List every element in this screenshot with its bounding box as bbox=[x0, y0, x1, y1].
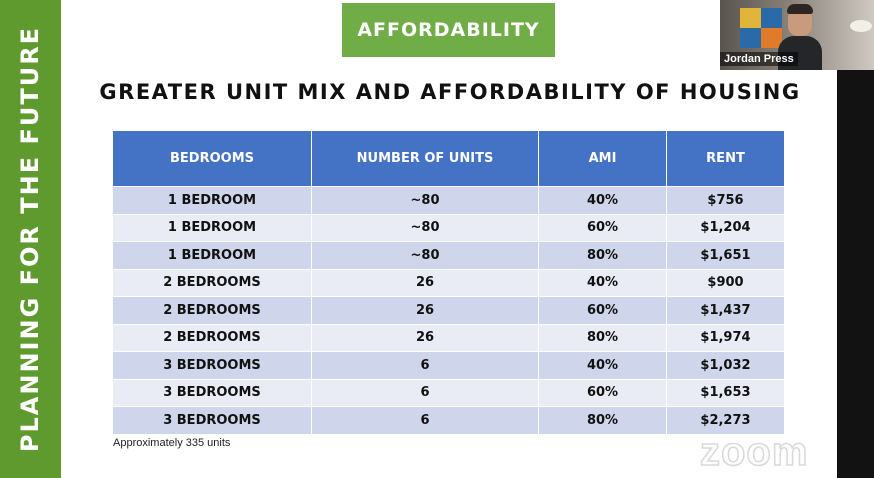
table-row: 2 BEDROOMS 26 40% $900 bbox=[113, 268, 784, 297]
cell-rent: $1,653 bbox=[666, 378, 784, 407]
cell-ami: 60% bbox=[538, 378, 667, 407]
cell-units: 26 bbox=[311, 323, 539, 352]
cell-ami: 80% bbox=[538, 323, 667, 352]
cell-bedrooms: 2 BEDROOMS bbox=[113, 296, 312, 324]
cell-bedrooms: 3 BEDROOMS bbox=[113, 378, 312, 407]
cell-ami: 60% bbox=[538, 213, 667, 242]
table-row: 2 BEDROOMS 26 80% $1,974 bbox=[113, 323, 784, 352]
table-row: 1 BEDROOM ~80 60% $1,204 bbox=[113, 213, 784, 242]
housing-table: BEDROOMS NUMBER OF UNITS AMI RENT 1 BEDR… bbox=[113, 131, 784, 434]
cell-units: 6 bbox=[311, 351, 539, 379]
cell-ami: 60% bbox=[538, 296, 667, 324]
cell-bedrooms: 2 BEDROOMS bbox=[113, 323, 312, 352]
cell-units: ~80 bbox=[311, 213, 539, 242]
table-row: 3 BEDROOMS 6 80% $2,273 bbox=[113, 406, 784, 434]
slide-headline: GREATER UNIT MIX AND AFFORDABILITY OF HO… bbox=[99, 80, 801, 104]
cell-rent: $2,273 bbox=[666, 406, 784, 434]
cell-units: 6 bbox=[311, 378, 539, 407]
cell-rent: $1,204 bbox=[666, 213, 784, 242]
header-ami: AMI bbox=[538, 131, 667, 187]
cell-units: 26 bbox=[311, 268, 539, 297]
cell-ami: 40% bbox=[538, 268, 667, 297]
side-banner-title: Planning for the Future bbox=[16, 25, 44, 453]
cell-ami: 80% bbox=[538, 241, 667, 269]
lamp bbox=[850, 20, 872, 32]
cell-rent: $900 bbox=[666, 268, 784, 297]
cell-rent: $756 bbox=[666, 186, 784, 214]
wall-art-block bbox=[761, 28, 782, 48]
participant-name: Jordan Press bbox=[720, 52, 798, 66]
table-row: 3 BEDROOMS 6 60% $1,653 bbox=[113, 378, 784, 407]
cell-bedrooms: 1 BEDROOM bbox=[113, 186, 312, 214]
cell-bedrooms: 1 BEDROOM bbox=[113, 213, 312, 242]
right-margin bbox=[837, 70, 874, 478]
header-bedrooms: BEDROOMS bbox=[113, 131, 312, 187]
cell-units: 26 bbox=[311, 296, 539, 324]
wall-art bbox=[740, 8, 782, 48]
cell-units: ~80 bbox=[311, 241, 539, 269]
zoom-watermark: zoom bbox=[699, 429, 809, 475]
cell-units: 6 bbox=[311, 406, 539, 434]
table-header-row: BEDROOMS NUMBER OF UNITS AMI RENT bbox=[113, 131, 784, 187]
cell-bedrooms: 2 BEDROOMS bbox=[113, 268, 312, 297]
table-row: 1 BEDROOM ~80 40% $756 bbox=[113, 186, 784, 214]
cell-ami: 80% bbox=[538, 406, 667, 434]
cell-rent: $1,651 bbox=[666, 241, 784, 269]
table-row: 3 BEDROOMS 6 40% $1,032 bbox=[113, 351, 784, 379]
participant-hair bbox=[787, 4, 813, 14]
cell-rent: $1,032 bbox=[666, 351, 784, 379]
header-rent: RENT bbox=[666, 131, 784, 187]
table-row: 1 BEDROOM ~80 80% $1,651 bbox=[113, 241, 784, 269]
cell-bedrooms: 1 BEDROOM bbox=[113, 241, 312, 269]
section-label: Affordability bbox=[342, 3, 555, 57]
table-row: 2 BEDROOMS 26 60% $1,437 bbox=[113, 296, 784, 324]
cell-ami: 40% bbox=[538, 186, 667, 214]
cell-rent: $1,437 bbox=[666, 296, 784, 324]
cell-bedrooms: 3 BEDROOMS bbox=[113, 406, 312, 434]
wall-art-block bbox=[740, 8, 761, 28]
header-number-of-units: NUMBER OF UNITS bbox=[311, 131, 539, 187]
cell-rent: $1,974 bbox=[666, 323, 784, 352]
side-banner: Planning for the Future bbox=[0, 0, 61, 478]
cell-bedrooms: 3 BEDROOMS bbox=[113, 351, 312, 379]
cell-units: ~80 bbox=[311, 186, 539, 214]
footnote: Approximately 335 units bbox=[113, 437, 231, 449]
cell-ami: 40% bbox=[538, 351, 667, 379]
participant-video-tile[interactable]: Jordan Press bbox=[720, 0, 874, 70]
